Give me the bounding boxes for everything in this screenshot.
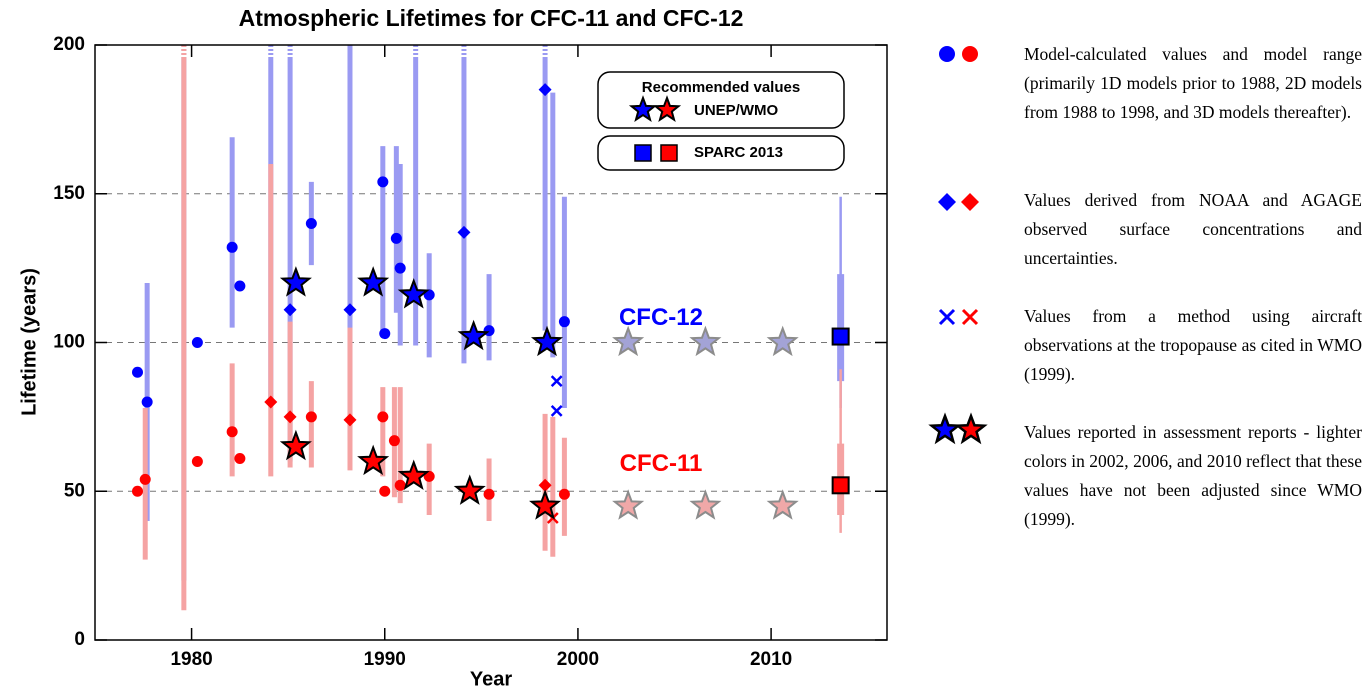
- point: [831, 476, 850, 495]
- y-tick-label: 50: [64, 480, 85, 501]
- point: [766, 489, 799, 520]
- point: [538, 478, 552, 492]
- point: [283, 303, 297, 317]
- note: Values reported in assessment reports - …: [1024, 422, 1362, 529]
- point: [357, 444, 390, 476]
- point: [394, 262, 406, 274]
- y-axis-label: Lifetime (years): [18, 268, 40, 416]
- legend-title: Recommended values: [642, 79, 800, 96]
- legend-symbol: [660, 144, 678, 162]
- point: [264, 395, 278, 409]
- icon: [939, 46, 955, 62]
- annotation: CFC-12: [619, 304, 703, 331]
- point: [538, 83, 552, 97]
- point: [550, 375, 563, 388]
- point: [831, 327, 850, 346]
- point: [457, 319, 490, 351]
- point: [139, 473, 151, 485]
- y-tick-label: 150: [53, 183, 85, 204]
- point: [379, 485, 391, 497]
- x-tick-label: 1990: [364, 649, 406, 670]
- point: [379, 328, 391, 340]
- legend-symbol: [634, 144, 652, 162]
- point: [394, 479, 406, 491]
- note-icons: [938, 46, 979, 326]
- y-tick-label: 200: [53, 34, 85, 55]
- point: [343, 303, 357, 317]
- x-axis-label: Year: [470, 668, 512, 688]
- point: [388, 435, 400, 447]
- icon: [961, 308, 979, 326]
- icon: [954, 412, 988, 445]
- point: [357, 266, 390, 297]
- point: [131, 485, 143, 497]
- y-tick-label: 0: [74, 629, 85, 650]
- legend-symbol: [652, 95, 682, 123]
- point: [766, 325, 799, 357]
- point: [131, 366, 143, 378]
- point: [226, 426, 238, 438]
- point: [550, 405, 563, 417]
- point: [689, 489, 722, 520]
- point: [283, 410, 297, 424]
- icon: [928, 412, 962, 445]
- point: [612, 489, 645, 520]
- note: Model-calculated values and model range …: [1024, 44, 1362, 122]
- point: [483, 488, 495, 500]
- point: [305, 218, 317, 229]
- point: [141, 396, 153, 408]
- point: [279, 429, 312, 461]
- point: [453, 474, 486, 505]
- x-tick-label: 2010: [750, 649, 792, 670]
- x-tick-label: 1980: [170, 649, 212, 670]
- point: [234, 280, 246, 292]
- point: [457, 225, 471, 239]
- point: [234, 453, 246, 465]
- legend-label: SPARC 2013: [694, 144, 783, 161]
- point: [689, 325, 722, 357]
- x-tick-label: 2000: [557, 649, 599, 670]
- point: [558, 316, 570, 328]
- point: [305, 411, 317, 423]
- point: [377, 411, 389, 423]
- point: [390, 232, 402, 244]
- legend-label: UNEP/WMO: [694, 102, 778, 119]
- legend-box: [597, 135, 845, 171]
- point: [397, 278, 430, 309]
- plot-area: [131, 45, 850, 611]
- legend-box: [597, 71, 845, 129]
- y-tick-label: 100: [53, 332, 85, 353]
- icon: [962, 46, 978, 62]
- point: [558, 488, 570, 500]
- point: [191, 337, 203, 348]
- note: Values from a method using aircraft obse…: [1024, 306, 1362, 384]
- point: [279, 266, 312, 297]
- note-icons: [928, 412, 988, 445]
- icon: [938, 193, 956, 211]
- chart-title: Atmospheric Lifetimes for CFC-11 and CFC…: [239, 5, 744, 31]
- point: [612, 325, 645, 357]
- legend-symbol: [628, 95, 658, 123]
- point: [529, 489, 562, 520]
- icon: [961, 193, 979, 211]
- point: [343, 413, 357, 427]
- annotation: CFC-11: [620, 450, 703, 477]
- point: [377, 176, 389, 188]
- plot-frame: [94, 44, 888, 641]
- note: Values derived from NOAA and AGAGE obser…: [1024, 190, 1362, 268]
- point: [397, 459, 430, 491]
- point: [191, 456, 203, 467]
- icon: [938, 308, 956, 326]
- point: [530, 325, 564, 357]
- point: [226, 241, 238, 253]
